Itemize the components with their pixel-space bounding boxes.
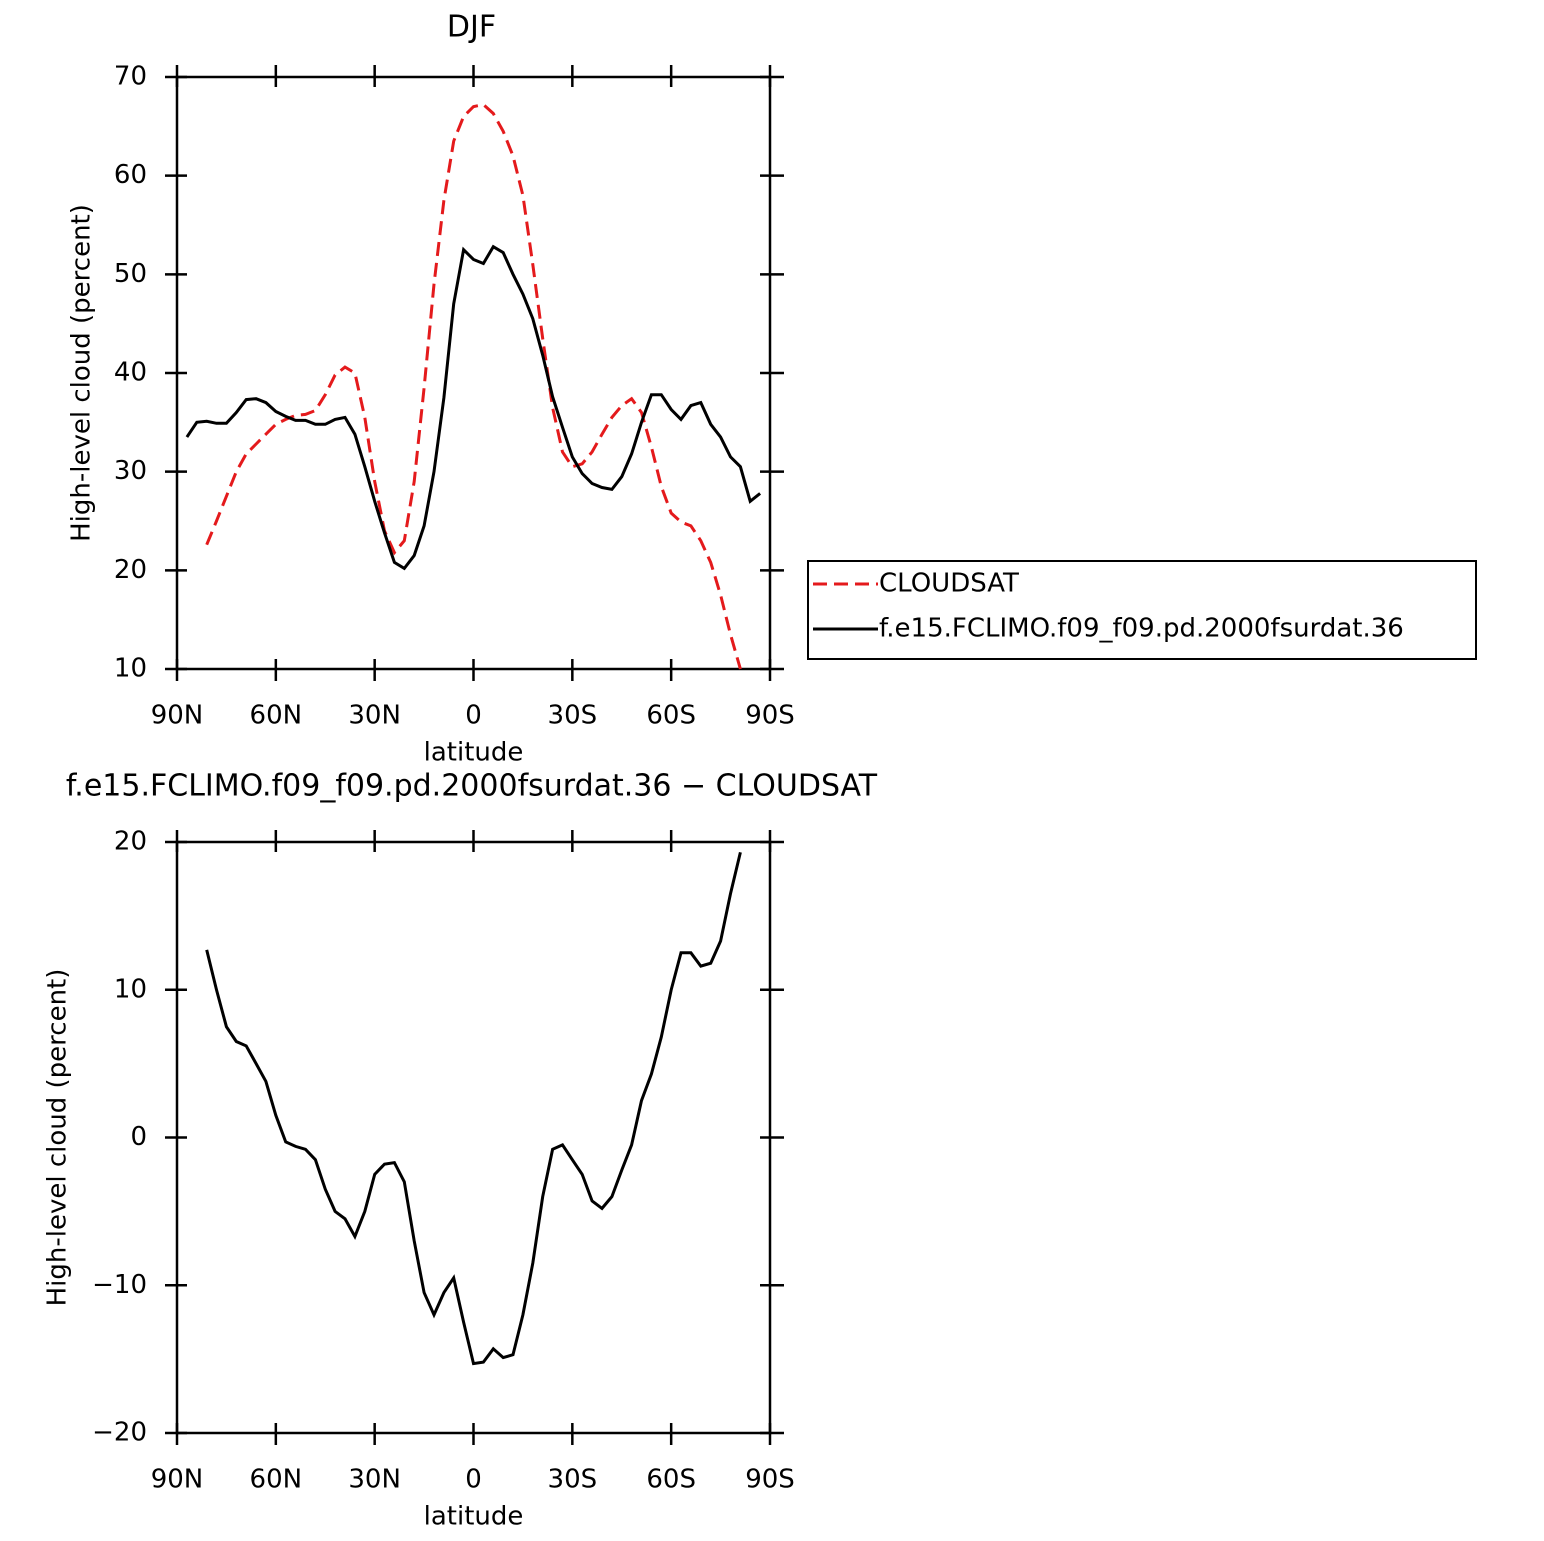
plot-frame [175, 840, 772, 1435]
x-tick-label: 60S [646, 701, 696, 731]
legend-box [807, 560, 1477, 660]
chart-title: f.e15.FCLIMO.f09_f09.pd.2000fsurdat.36 −… [66, 769, 878, 804]
y-tick-label: 20 [114, 555, 147, 585]
x-tick-label: 60N [250, 1465, 303, 1495]
x-tick-label: 30S [548, 701, 598, 731]
x-tick-label: 90N [151, 701, 204, 731]
data-line [205, 851, 742, 1366]
y-tick-label: 60 [114, 160, 147, 190]
x-tick-label: 90N [151, 1465, 204, 1495]
x-tick-label: 0 [465, 1465, 482, 1495]
plot-frame [175, 75, 772, 671]
y-tick-label: −10 [92, 1270, 147, 1300]
legend-label: f.e15.FCLIMO.f09_f09.pd.2000fsurdat.36 [879, 614, 1404, 644]
y-tick-label: −20 [92, 1418, 147, 1448]
y-axis-label: High-level cloud (percent) [67, 204, 97, 542]
y-tick-label: 20 [114, 827, 147, 857]
x-tick-label: 90S [745, 701, 795, 731]
chart-title: DJF [447, 10, 496, 45]
x-tick-label: 30S [548, 1465, 598, 1495]
x-axis-label: latitude [424, 738, 524, 768]
x-tick-label: 30N [348, 1465, 401, 1495]
data-line [185, 244, 762, 571]
y-tick-label: 40 [114, 358, 147, 388]
x-tick-label: 60N [250, 701, 303, 731]
y-tick-label: 30 [114, 456, 147, 486]
y-axis-label: High-level cloud (percent) [43, 969, 73, 1307]
x-axis-label: latitude [424, 1502, 524, 1532]
x-tick-label: 30N [348, 701, 401, 731]
y-tick-label: 70 [114, 62, 147, 92]
x-tick-label: 60S [646, 1465, 696, 1495]
x-tick-label: 0 [465, 701, 482, 731]
legend-label: CLOUDSAT [879, 569, 1019, 599]
y-tick-label: 0 [130, 1122, 147, 1152]
y-tick-label: 50 [114, 259, 147, 289]
y-tick-label: 10 [114, 974, 147, 1004]
data-line [205, 102, 742, 670]
x-tick-label: 90S [745, 1465, 795, 1495]
y-tick-label: 10 [114, 654, 147, 684]
